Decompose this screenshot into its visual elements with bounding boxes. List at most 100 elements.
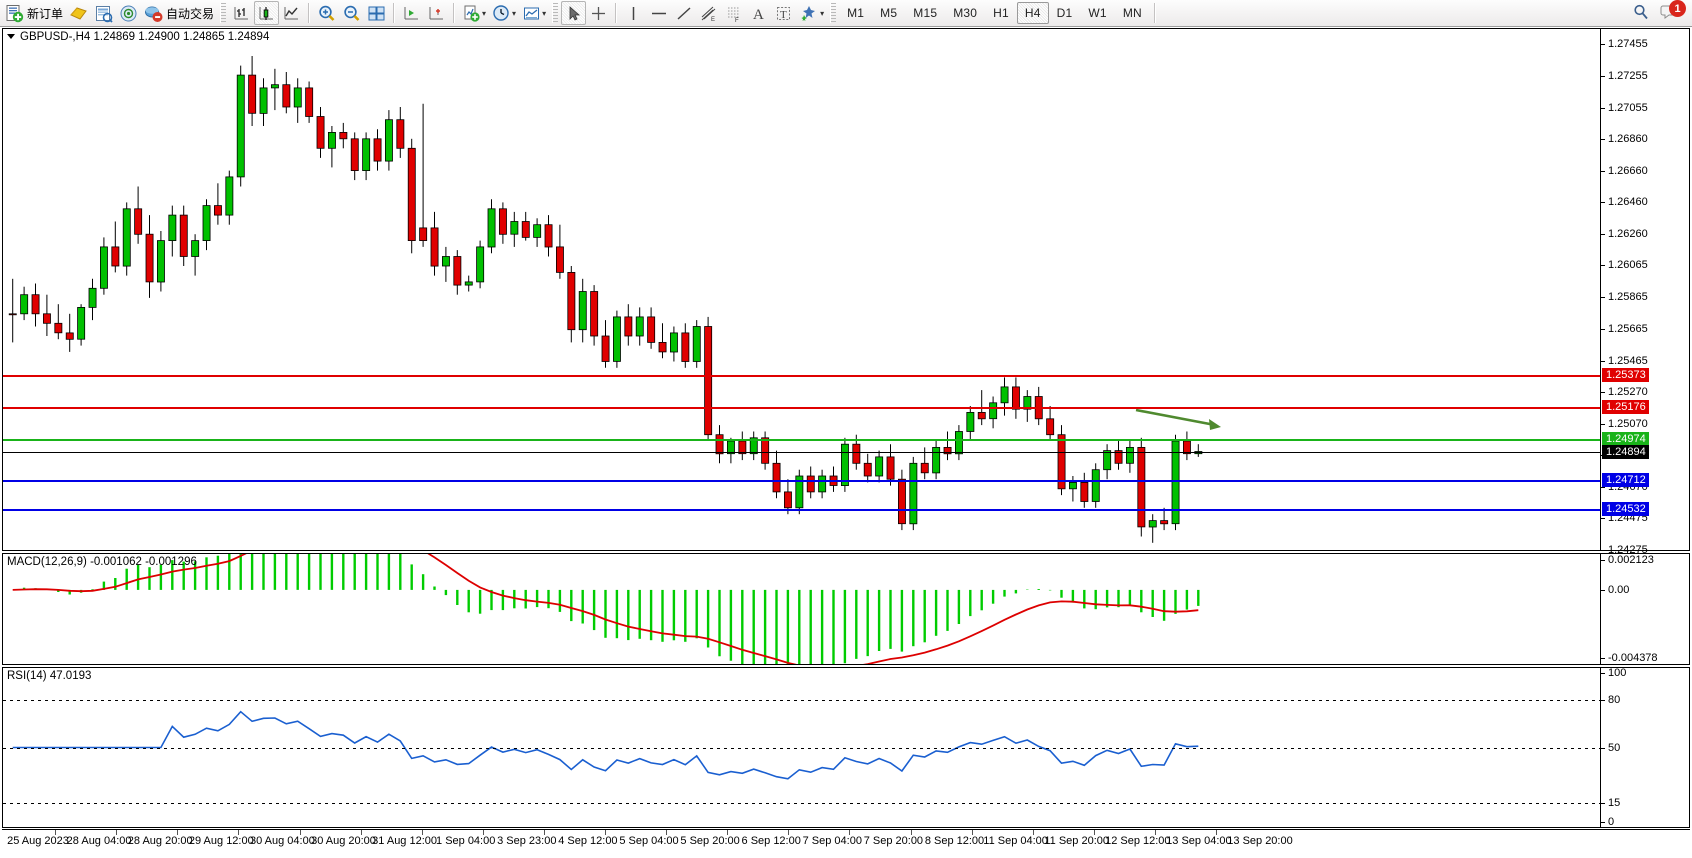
price-level-tag-resistance-1[interactable]: 1.25176 [1602, 399, 1649, 414]
price-plot[interactable] [3, 29, 1600, 550]
chart-area: GBPUSD-,H4 1.24869 1.24900 1.24865 1.248… [0, 27, 1692, 858]
timeframe-h1[interactable]: H1 [993, 6, 1009, 20]
time-axis-label: 31 Aug 12:00 [372, 835, 438, 847]
timeframe-mn[interactable]: MN [1122, 6, 1142, 20]
fibonacci-button[interactable]: F [721, 1, 746, 25]
price-axis-label: 1.27255 [1608, 69, 1648, 82]
notifications-icon[interactable]: 1 [1660, 0, 1686, 21]
time-axis-tick [727, 830, 729, 835]
hline-button[interactable] [646, 1, 671, 25]
shift-end-button[interactable] [399, 1, 424, 25]
toolbar-separator-5 [1153, 3, 1156, 23]
svg-text:T: T [780, 9, 787, 21]
time-axis-tick [849, 830, 851, 835]
price-level-tag-support-4[interactable]: 1.24712 [1602, 473, 1649, 488]
rsi-axis-label: 50 [1608, 741, 1621, 754]
crosshair-button[interactable] [586, 1, 611, 25]
svg-text:E: E [711, 17, 715, 23]
chevron-down-icon[interactable]: ▾ [482, 8, 487, 18]
timeframe-d1[interactable]: D1 [1056, 6, 1073, 20]
price-level-tag-resistance-0[interactable]: 1.25373 [1602, 368, 1649, 383]
time-axis-tick [1093, 830, 1095, 835]
auto-trading-button[interactable]: 自动交易 [141, 1, 217, 25]
price-level-tag-support-5[interactable]: 1.24532 [1602, 502, 1649, 517]
toolbar-grip-3[interactable] [830, 3, 837, 23]
cursor-button[interactable] [561, 1, 587, 25]
trendline-button[interactable] [671, 1, 696, 25]
price-level-tag-current-price-3[interactable]: 1.24894 [1602, 444, 1649, 459]
price-level-line-current-price-3[interactable] [3, 451, 1600, 453]
timeframe-w1[interactable]: W1 [1088, 6, 1107, 20]
rsi-level-line-50 [3, 747, 1600, 749]
price-axis-tick [1601, 518, 1605, 520]
line-chart-button[interactable] [279, 1, 304, 25]
price-level-line-pivot-2[interactable] [3, 438, 1600, 441]
toolbar-grip[interactable] [220, 3, 227, 23]
new-order-button[interactable]: 新订单 [2, 1, 66, 25]
search-icon[interactable] [1632, 3, 1650, 21]
time-axis-label: 1 Sep 04:00 [436, 835, 496, 847]
timeframe-m5[interactable]: M5 [880, 6, 898, 20]
macd-header: MACD(12,26,9) -0.001062 -0.001296 [7, 556, 197, 568]
price-level-tag-pivot-2[interactable]: 1.24974 [1602, 431, 1649, 446]
drawings-button[interactable]: ▾ [796, 1, 827, 25]
price-pane[interactable]: GBPUSD-,H4 1.24869 1.24900 1.24865 1.248… [2, 28, 1690, 556]
macd-axis-label: 0.002123 [1608, 554, 1654, 566]
rsi-axis: 100 80 50 15 0 [1600, 667, 1689, 828]
rsi-axis-tick [1601, 822, 1605, 823]
rsi-plot[interactable] [3, 668, 1600, 827]
timeframe-m15[interactable]: M15 [913, 6, 938, 20]
market-watch-button[interactable] [91, 1, 116, 25]
price-level-line-support-5[interactable] [3, 509, 1600, 512]
price-axis-label: 1.25070 [1608, 417, 1648, 430]
equidistant-channel-button[interactable]: E [696, 1, 721, 25]
time-axis-tick [177, 830, 179, 835]
macd-series [12, 554, 1200, 664]
time-axis-tick [910, 830, 912, 835]
timeframe-h4[interactable]: H4 [1016, 2, 1049, 24]
zoom-in-icon [319, 5, 335, 21]
objects-button[interactable]: ▾ [519, 1, 549, 25]
indicators-button[interactable]: ▾ [459, 1, 489, 25]
candlestick-chart-button[interactable] [254, 1, 280, 25]
navigator-button[interactable] [116, 1, 141, 25]
price-level-line-support-4[interactable] [3, 480, 1600, 483]
label-button[interactable]: T [771, 1, 796, 25]
bar-chart-button[interactable] [229, 1, 254, 25]
time-axis[interactable]: 25 Aug 2023 28 Aug 04:00 28 Aug 20:00 29 Au… [2, 829, 1690, 857]
zoom-out-button[interactable] [339, 1, 364, 25]
vline-button[interactable] [621, 1, 646, 25]
text-button[interactable]: A [746, 1, 771, 25]
time-axis-tick [116, 830, 118, 835]
period-button[interactable]: ▾ [489, 1, 519, 25]
chart-dropdown-icon[interactable] [7, 34, 15, 40]
tile-windows-button[interactable] [364, 1, 389, 25]
toolbar-grip-2[interactable] [552, 3, 559, 23]
zoom-in-button[interactable] [314, 1, 339, 25]
time-axis-tick [482, 830, 484, 835]
price-level-line-resistance-0[interactable] [3, 375, 1600, 378]
rsi-level-line-15 [3, 803, 1600, 805]
timeframe-m30[interactable]: M30 [953, 6, 978, 20]
autoscroll-icon [429, 6, 444, 19]
chevron-down-icon-3[interactable]: ▾ [542, 8, 547, 18]
chevron-down-icon-2[interactable]: ▾ [512, 8, 517, 18]
macd-plot[interactable] [3, 554, 1600, 664]
macd-pane[interactable]: MACD(12,26,9) -0.001062 -0.001296 0.0021… [2, 553, 1690, 665]
autoscroll-button[interactable] [424, 1, 449, 25]
price-axis[interactable]: 1.27455 1.27255 1.27055 1.26860 1.26660 1.264… [1600, 29, 1689, 556]
rsi-pane[interactable]: RSI(14) 47.0193 100 80 50 15 0 [2, 667, 1690, 828]
time-axis-label: 5 Sep 20:00 [680, 835, 740, 847]
rsi-axis-label: 80 [1608, 693, 1621, 706]
bar-chart-icon [234, 6, 249, 19]
cursor-icon [569, 5, 581, 21]
shift-icon [404, 6, 419, 19]
price-axis-tick [1601, 391, 1605, 393]
price-level-line-resistance-1[interactable] [3, 406, 1600, 409]
chevron-down-icon-4[interactable]: ▾ [820, 8, 825, 18]
timeframe-m1[interactable]: M1 [847, 6, 865, 20]
time-axis-label: 8 Sep 12:00 [924, 835, 985, 847]
templates-button[interactable] [66, 1, 91, 25]
time-axis-tick [605, 830, 606, 835]
time-axis-tick [55, 830, 57, 835]
